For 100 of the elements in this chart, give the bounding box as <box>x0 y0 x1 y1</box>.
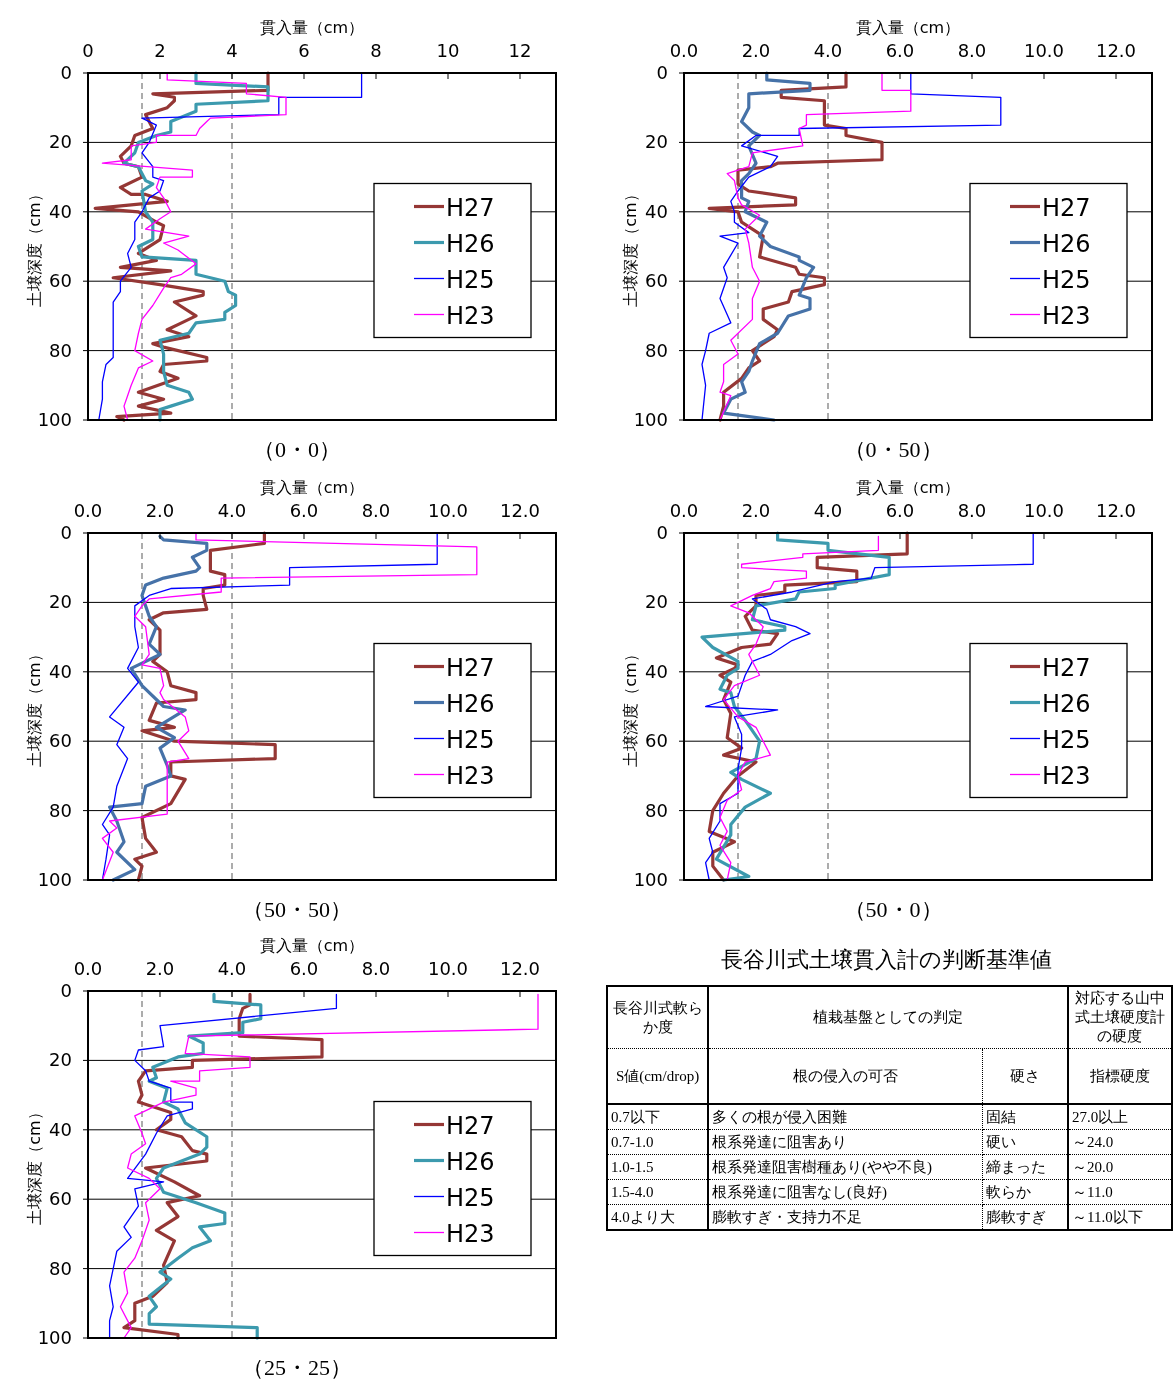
x-tick-label: 10 <box>436 40 460 61</box>
text: 0.7-1.0 <box>607 1129 709 1155</box>
legend-label: H25 <box>446 1183 495 1212</box>
legend-label: H27 <box>446 653 495 682</box>
legend-label: H23 <box>1042 301 1091 330</box>
x-tick-label: 2.0 <box>145 500 175 521</box>
line-series <box>701 72 1002 421</box>
legend-label: H27 <box>1042 653 1091 682</box>
x-tick-label: 2.0 <box>741 40 771 61</box>
y-tick-label: 20 <box>645 591 668 613</box>
text: 1.5-4.0 <box>607 1179 709 1205</box>
x-tick-label: 12 <box>508 40 532 61</box>
x-tick-label: 12.0 <box>499 500 541 521</box>
y-tick-label: 80 <box>49 1257 72 1279</box>
text: 長谷川式軟らか度 <box>607 986 709 1049</box>
x-tick-label: 8.0 <box>957 500 987 521</box>
x-tick-label: 6.0 <box>289 958 319 979</box>
legend-label: H26 <box>446 1147 495 1176</box>
x-tick-label: 8.0 <box>361 958 391 979</box>
y-tick-label: 100 <box>37 869 72 890</box>
legend-label: H27 <box>446 193 495 222</box>
y-tick-label: 40 <box>645 200 668 222</box>
legend-label: H25 <box>446 265 495 294</box>
x-tick-label: 8.0 <box>361 500 391 521</box>
x-tick-label: 10.0 <box>1023 40 1065 61</box>
text: 根系発達に阻害なし(良好) <box>708 1179 983 1205</box>
text: 固結 <box>982 1104 1068 1130</box>
legend-label: H26 <box>446 229 495 258</box>
x-tick-label: 0 <box>82 40 94 61</box>
x-tick-label: 6.0 <box>885 40 915 61</box>
line-series <box>722 71 816 422</box>
legend-label: H23 <box>446 761 495 790</box>
x-tick-label: 12.0 <box>499 958 541 979</box>
x-tick-label: 4.0 <box>813 40 843 61</box>
y-tick-label: 60 <box>49 270 72 292</box>
x-tick-label: 6.0 <box>885 500 915 521</box>
text: 長谷川式土壌貫入計の判断基準値 <box>719 946 1053 974</box>
x-tick-label: 4.0 <box>217 958 247 979</box>
y-tick-label: 0 <box>656 62 668 83</box>
text: 膨軟すぎ <box>982 1204 1068 1230</box>
legend-label: H25 <box>1042 725 1091 754</box>
y-tick-label: 100 <box>37 409 72 430</box>
y-tick-label: 80 <box>49 799 72 821</box>
y-tick-label: 0 <box>60 62 72 83</box>
legend-label: H26 <box>1042 229 1091 258</box>
y-axis-title: 土壌深度（cm） <box>621 646 640 767</box>
text: 0.7以下 <box>607 1104 709 1130</box>
line-series <box>719 535 880 881</box>
text: 硬さ <box>982 1048 1068 1104</box>
y-tick-label: 80 <box>645 799 668 821</box>
y-tick-label: 60 <box>645 730 668 752</box>
text: 根系発達に阻害あり <box>708 1129 983 1155</box>
line-series <box>704 532 1034 881</box>
x-tick-label: 10.0 <box>427 958 469 979</box>
y-tick-label: 100 <box>37 1327 72 1348</box>
text: 硬い <box>982 1129 1068 1155</box>
text: 指標硬度 <box>1067 1048 1172 1104</box>
x-tick-label: 0.0 <box>669 500 699 521</box>
x-tick-label: 2 <box>154 40 166 61</box>
y-tick-label: 60 <box>49 1188 72 1210</box>
text: ～11.0 <box>1067 1179 1172 1205</box>
text: 締まった <box>982 1154 1068 1180</box>
x-tick-label: 4.0 <box>217 500 247 521</box>
y-axis-title: 土壌深度（cm） <box>25 186 44 307</box>
y-tick-label: 20 <box>49 131 72 153</box>
x-axis-title: 貫入量（cm） <box>259 18 365 37</box>
text: ～24.0 <box>1067 1129 1172 1155</box>
y-tick-label: 60 <box>49 730 72 752</box>
text: （50・0） <box>843 897 943 922</box>
line-series <box>122 71 270 422</box>
y-axis-title: 土壌深度（cm） <box>25 646 44 767</box>
x-axis-title: 貫入量（cm） <box>259 936 365 955</box>
legend-label: H23 <box>446 301 495 330</box>
text: 対応する山中式土壌硬度計の硬度 <box>1067 986 1172 1049</box>
y-tick-label: 0 <box>60 522 72 543</box>
y-tick-label: 40 <box>49 1118 72 1140</box>
y-tick-label: 0 <box>60 980 72 1001</box>
y-tick-label: 20 <box>49 591 72 613</box>
text: 軟らか <box>982 1179 1068 1205</box>
line-series <box>119 993 539 1339</box>
x-tick-label: 2.0 <box>145 958 175 979</box>
y-tick-label: 100 <box>633 869 668 890</box>
line-series <box>719 72 912 421</box>
line-series <box>108 534 209 882</box>
y-tick-label: 80 <box>645 339 668 361</box>
legend-label: H27 <box>1042 193 1091 222</box>
text: 27.0以上 <box>1067 1104 1172 1130</box>
y-tick-label: 40 <box>645 660 668 682</box>
y-tick-label: 60 <box>645 270 668 292</box>
legend-label: H23 <box>446 1219 495 1248</box>
legend-label: H23 <box>1042 761 1091 790</box>
legend-label: H27 <box>446 1111 495 1140</box>
text: 多くの根が侵入困難 <box>708 1104 983 1130</box>
text: 根の侵入の可否 <box>708 1048 983 1104</box>
y-tick-label: 40 <box>49 200 72 222</box>
legend-label: H25 <box>1042 265 1091 294</box>
x-tick-label: 0.0 <box>669 40 699 61</box>
legend-label: H25 <box>446 725 495 754</box>
text: 根系発達阻害樹種あり(やや不良) <box>708 1154 983 1180</box>
line-series <box>707 71 884 422</box>
